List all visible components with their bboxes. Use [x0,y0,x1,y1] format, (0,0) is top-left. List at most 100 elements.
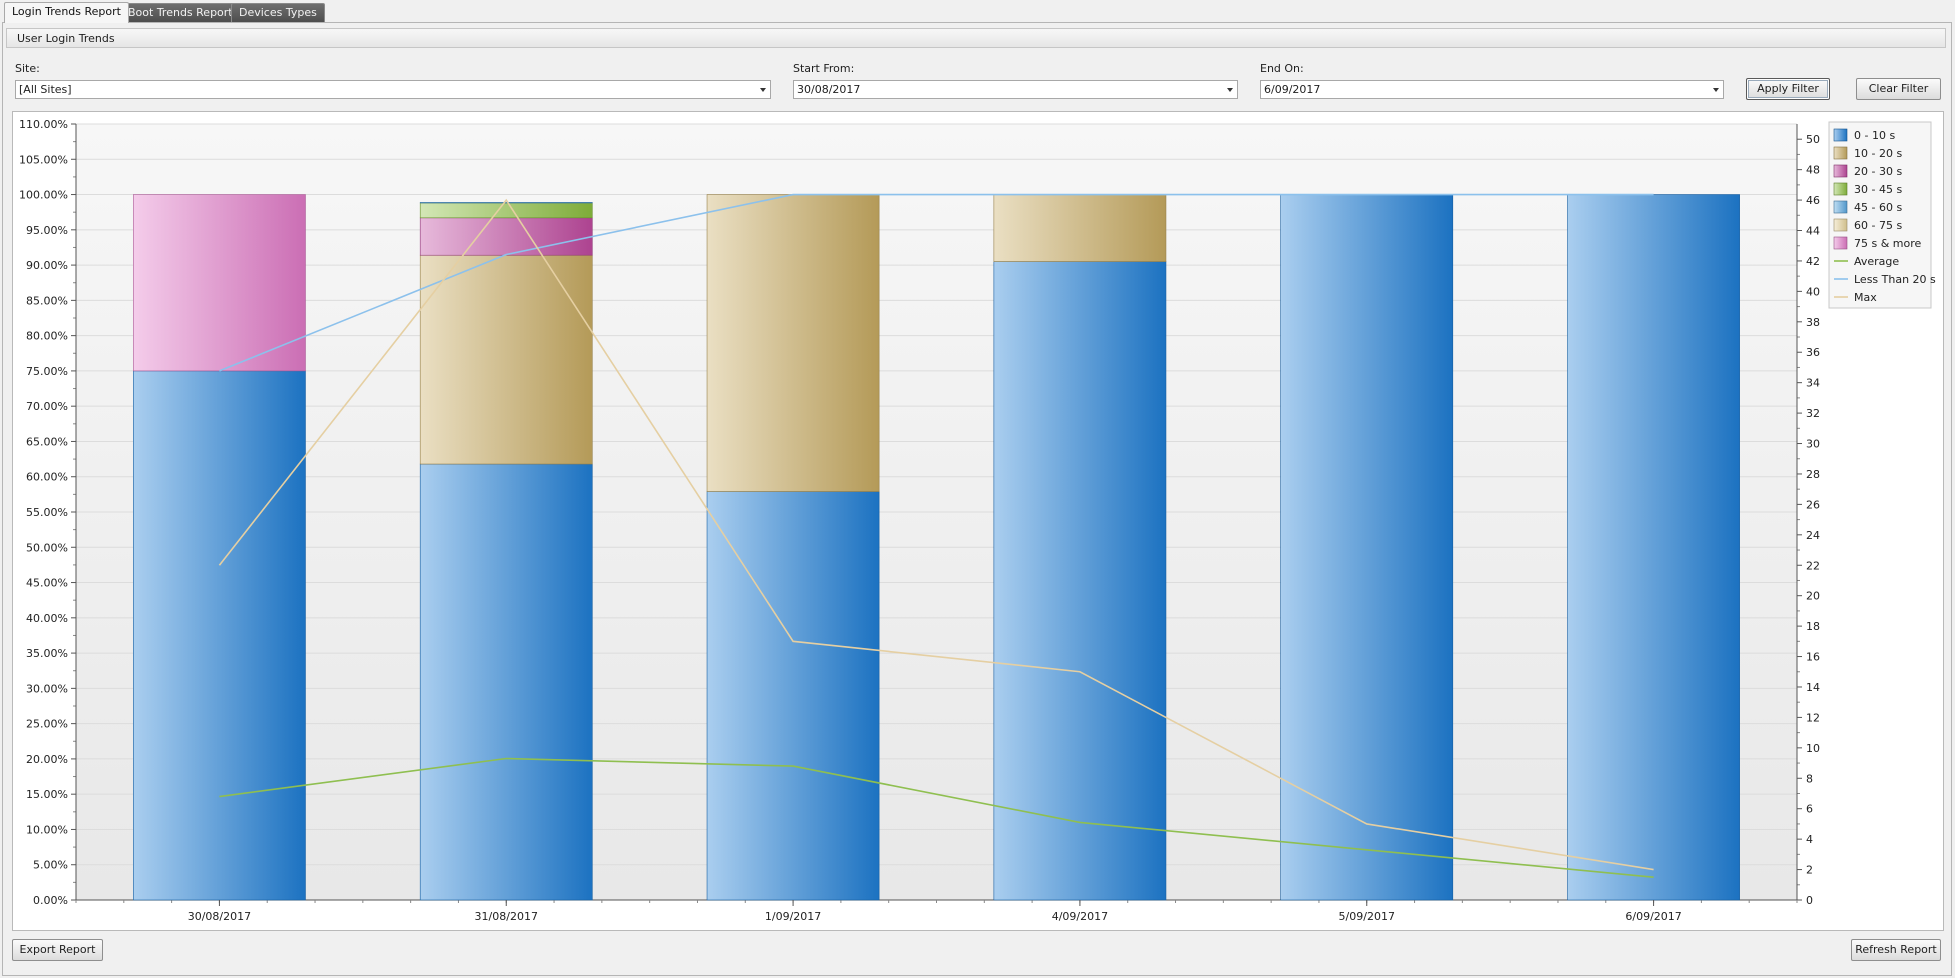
chart-canvas: 0.00% 5.00% 10.00% 15.00% 20.00% 25.00% 30.00%… [19,118,1936,923]
y-left-tick-label: 55.00% [26,506,68,519]
y-right-tick-label: 44 [1806,225,1820,238]
legend-swatch [1833,146,1848,160]
clear-filter-button[interactable]: Clear Filter [1856,78,1941,100]
y-right-tick-label: 32 [1806,407,1820,420]
start-date-picker[interactable]: 30/08/2017 [793,80,1238,99]
y-right-tick-label: 40 [1806,285,1820,298]
y-right-tick-label: 4 [1806,833,1813,846]
series-line [218,198,1654,871]
y-right-tick-label: 16 [1806,651,1820,664]
bar-segment [133,194,306,372]
chevron-down-icon[interactable] [1227,88,1233,92]
legend-label: 60 - 75 s [1854,219,1902,232]
y-left-tick-label: 60.00% [26,471,68,484]
end-date-value: 6/09/2017 [1264,83,1321,96]
x-tick-label: 30/08/2017 [188,910,251,923]
y-left-tick-label: 85.00% [26,294,68,307]
export-report-button[interactable]: Export Report [12,939,103,961]
x-tick-label: 6/09/2017 [1625,910,1681,923]
report-tabs: Login Trends Report Boot Trends Report D… [0,0,1955,23]
legend-swatch [1833,128,1848,142]
refresh-report-button[interactable]: Refresh Report [1851,939,1941,961]
y-left-tick-label: 5.00% [33,859,68,872]
site-label: Site: [15,62,40,75]
y-left-tick-label: 35.00% [26,647,68,660]
start-date-value: 30/08/2017 [797,83,861,96]
series-line [219,193,1654,372]
y-left-tick-label: 40.00% [26,612,68,625]
tab-boot-trends-report[interactable]: Boot Trends Report [120,3,241,22]
legend-label: Max [1854,291,1877,304]
login-trends-chart: 0.00% 5.00% 10.00% 15.00% 20.00% 25.00% 30.00%… [12,111,1944,931]
y-right-tick-label: 50 [1806,133,1820,146]
y-left-tick-label: 15.00% [26,788,68,801]
end-on-label: End On: [1260,62,1304,75]
y-left-tick-label: 110.00% [19,118,68,131]
y-right-tick-label: 48 [1806,164,1820,177]
tab-devices-types[interactable]: Devices Types [231,3,325,22]
y-left-tick-label: 65.00% [26,435,68,448]
y-right-tick-label: 26 [1806,498,1820,511]
x-tick-label: 4/09/2017 [1052,910,1108,923]
y-right-tick-label: 10 [1806,742,1820,755]
legend-label: 45 - 60 s [1854,201,1902,214]
y-right-tick-label: 46 [1806,194,1820,207]
y-left-tick-label: 95.00% [26,224,68,237]
y-left-tick-label: 75.00% [26,365,68,378]
y-left-tick-label: 10.00% [26,823,68,836]
legend-label: 20 - 30 s [1854,165,1902,178]
site-select-value: [All Sites] [19,83,72,96]
y-right-tick-label: 0 [1806,894,1813,907]
group-header: User Login Trends [6,28,1946,48]
start-from-label: Start From: [793,62,855,75]
bar-segment [993,261,1167,901]
bar-segment [419,254,593,465]
y-left-tick-label: 45.00% [26,577,68,590]
legend-swatch [1833,200,1848,214]
bar-segment [993,194,1167,262]
bar-segment [419,463,593,901]
y-right-tick-label: 18 [1806,620,1820,633]
y-right-tick-label: 2 [1806,864,1813,877]
tab-login-trends-report[interactable]: Login Trends Report [4,2,129,23]
apply-filter-button[interactable]: Apply Filter [1746,78,1830,100]
legend-label: Average [1854,255,1899,268]
y-right-tick-label: 8 [1806,772,1813,785]
y-left-tick-label: 70.00% [26,400,68,413]
y-right-tick-label: 24 [1806,529,1820,542]
y-right-tick-label: 30 [1806,438,1820,451]
y-right-tick-label: 12 [1806,711,1820,724]
legend-swatch [1833,236,1848,250]
y-right-tick-label: 42 [1806,255,1820,268]
end-date-picker[interactable]: 6/09/2017 [1260,80,1724,99]
chevron-down-icon[interactable] [760,88,766,92]
chevron-down-icon[interactable] [1713,88,1719,92]
y-right-tick-label: 28 [1806,468,1820,481]
legend-swatch [1833,164,1848,178]
y-left-tick-label: 90.00% [26,259,68,272]
x-tick-label: 5/09/2017 [1339,910,1395,923]
y-right-tick-label: 34 [1806,377,1820,390]
x-tick-label: 1/09/2017 [765,910,821,923]
legend-label: 30 - 45 s [1854,183,1902,196]
y-right-tick-label: 14 [1806,681,1820,694]
bar-segment [419,202,593,204]
bar-segment [419,217,593,256]
y-left-tick-label: 25.00% [26,718,68,731]
y-right-tick-label: 22 [1806,559,1820,572]
bar-segment [706,194,880,492]
y-right-tick-label: 6 [1806,803,1813,816]
legend-label: 75 s & more [1854,237,1922,250]
y-left-tick-label: 50.00% [26,541,68,554]
bar-segment [419,202,593,219]
bar-segment [1567,194,1740,901]
y-left-tick-label: 30.00% [26,682,68,695]
legend-swatch [1833,218,1848,232]
legend-label: 10 - 20 s [1854,147,1902,160]
site-select[interactable]: [All Sites] [15,80,771,99]
series-line [219,757,1654,878]
y-right-tick-label: 38 [1806,316,1820,329]
bar-segment [706,491,880,901]
legend-label: Less Than 20 s [1854,273,1936,286]
y-left-tick-label: 100.00% [19,189,68,202]
